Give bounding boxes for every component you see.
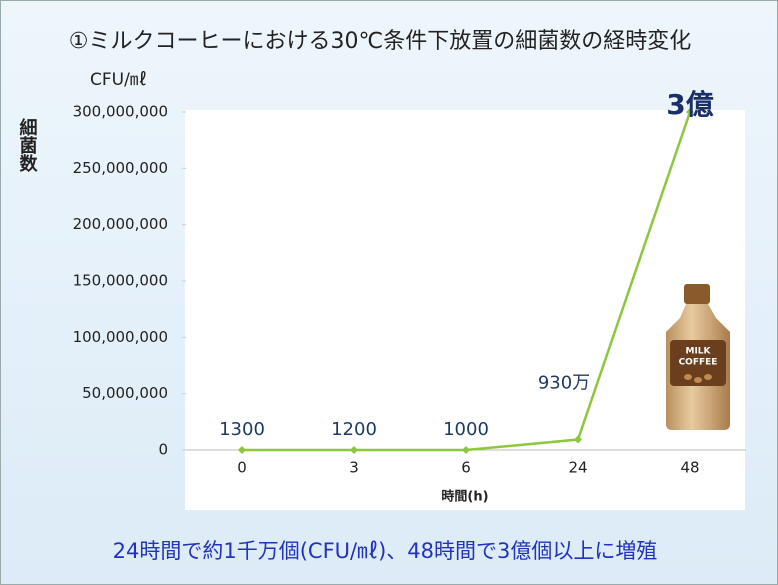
y-tick-label: 200,000,000 [73, 215, 168, 233]
x-tick-label: 0 [237, 459, 247, 477]
bottle-text: COFFEE [679, 358, 718, 368]
y-tick-label: 300,000,000 [73, 103, 168, 121]
marker [462, 445, 470, 454]
x-tick-label: 3 [349, 459, 359, 477]
x-tick-label: 48 [680, 459, 699, 477]
y-tick-label: 0 [158, 441, 168, 459]
caption: 24時間で約1千万個(CFU/㎖)、48時間で3億個以上に増殖 [113, 539, 658, 563]
value-label: 1000 [443, 419, 489, 440]
value-label: 1300 [219, 419, 265, 440]
value-label: 3億 [666, 88, 713, 121]
bottle-text: MILK [685, 347, 711, 357]
marker [686, 108, 694, 116]
marker [350, 445, 358, 454]
y-axis-label: 細菌数 [17, 117, 38, 173]
value-label: 1200 [331, 419, 377, 440]
value-label: 930万 [538, 373, 590, 394]
bottle: MILK COFFEE [666, 284, 730, 430]
x-axis-label: 時間(h) [441, 489, 488, 505]
marker [574, 435, 582, 444]
y-tick-label: 150,000,000 [73, 272, 168, 290]
plot-area [185, 110, 745, 510]
y-tick-label: 50,000,000 [82, 384, 168, 402]
x-tick-label: 24 [568, 459, 587, 477]
marker [238, 445, 246, 454]
y-tick-label: 250,000,000 [73, 159, 168, 177]
x-tick-label: 6 [461, 459, 471, 477]
y-tick-label: 100,000,000 [73, 328, 168, 346]
y-unit: CFU/㎖ [90, 70, 147, 90]
chart-title: ①ミルクコーヒーにおける30℃条件下放置の細菌数の経時変化 [69, 29, 691, 54]
